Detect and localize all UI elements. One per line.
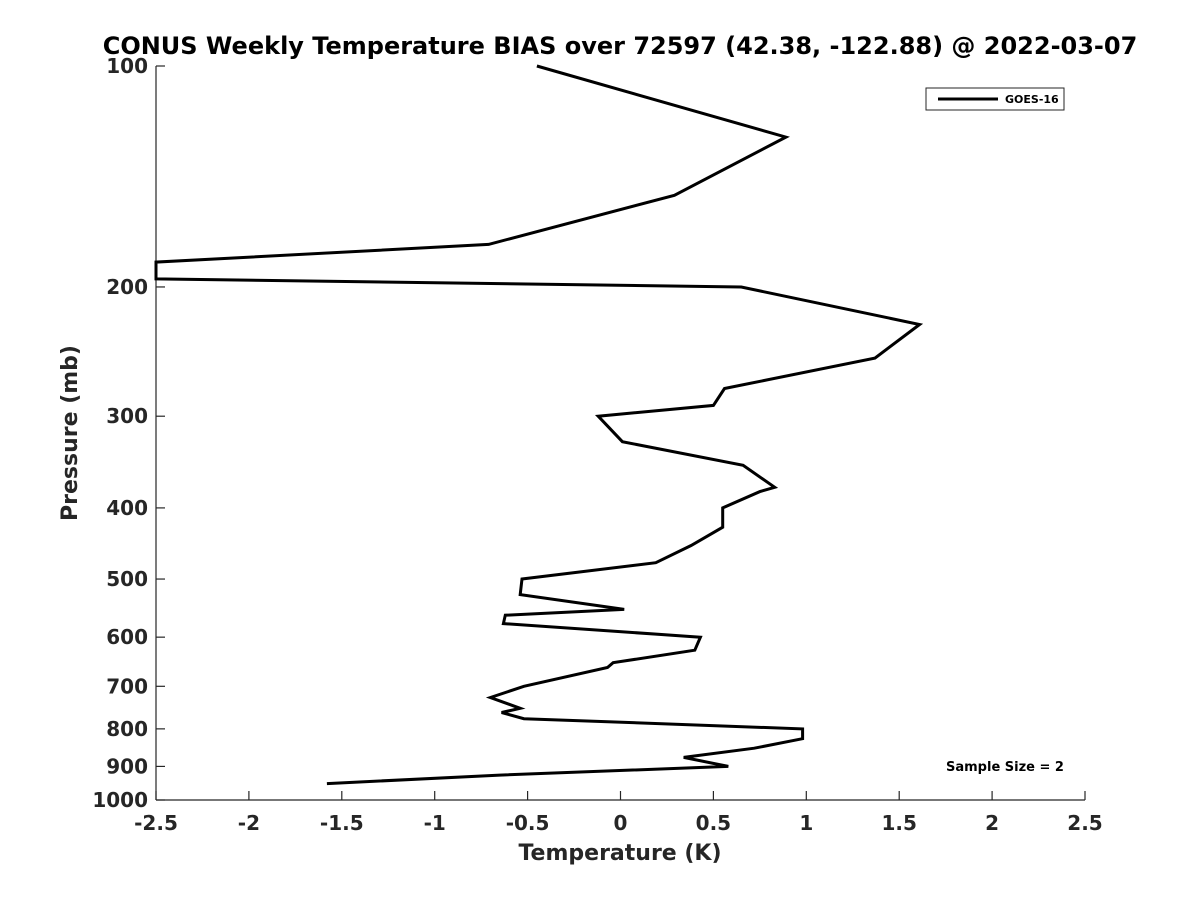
- x-tick-label: 0: [614, 811, 628, 835]
- x-tick-label: 1: [799, 811, 813, 835]
- x-tick-label: 1.5: [881, 811, 916, 835]
- legend-label-goes-16: GOES-16: [1005, 93, 1059, 106]
- y-tick-label: 200: [106, 275, 148, 299]
- y-tick-label: 500: [106, 567, 148, 591]
- chart-title: CONUS Weekly Temperature BIAS over 72597…: [103, 32, 1138, 60]
- sample-size-annotation: Sample Size = 2: [946, 760, 1064, 775]
- y-tick-label: 100: [106, 54, 148, 78]
- x-ticks: -2.5 -2 -1.5 -1 -0.5 0 0.5 1 1.5 2 2.5: [134, 791, 1103, 835]
- y-tick-label: 700: [106, 674, 148, 698]
- x-tick-label: 2.5: [1067, 811, 1102, 835]
- x-tick-label: -1.5: [320, 811, 364, 835]
- x-tick-label: 2: [985, 811, 999, 835]
- y-tick-label: 800: [106, 717, 148, 741]
- y-tick-label: 1000: [92, 788, 148, 812]
- y-ticks: 100 200 300 400 500 600 700 800 900 1000: [92, 54, 165, 812]
- x-tick-label: -2.5: [134, 811, 178, 835]
- legend: GOES-16: [925, 87, 1065, 111]
- y-tick-label: 900: [106, 754, 148, 778]
- x-tick-label: -2: [238, 811, 260, 835]
- x-tick-label: -0.5: [506, 811, 550, 835]
- y-tick-label: 300: [106, 404, 148, 428]
- series-line-goes-16: [154, 64, 924, 786]
- x-tick-label: 0.5: [696, 811, 731, 835]
- y-axis-label: Pressure (mb): [58, 345, 83, 521]
- x-tick-label: -1: [424, 811, 446, 835]
- y-tick-label: 600: [106, 625, 148, 649]
- x-axis-label: Temperature (K): [518, 841, 721, 866]
- y-tick-label: 400: [106, 496, 148, 520]
- series-layer: [154, 64, 924, 786]
